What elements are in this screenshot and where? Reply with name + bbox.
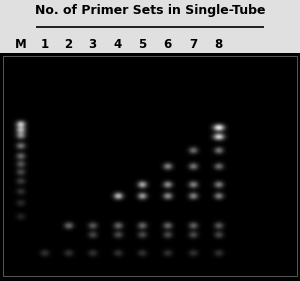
Text: 3: 3 <box>88 38 97 51</box>
Text: 1: 1 <box>40 38 49 51</box>
Text: 5: 5 <box>138 38 146 51</box>
Text: 8: 8 <box>214 38 223 51</box>
Text: 2: 2 <box>64 38 73 51</box>
Text: 6: 6 <box>163 38 172 51</box>
Text: No. of Primer Sets in Single-Tube: No. of Primer Sets in Single-Tube <box>35 4 265 17</box>
Text: M: M <box>14 38 26 51</box>
Text: 7: 7 <box>189 38 197 51</box>
Text: 4: 4 <box>114 38 122 51</box>
